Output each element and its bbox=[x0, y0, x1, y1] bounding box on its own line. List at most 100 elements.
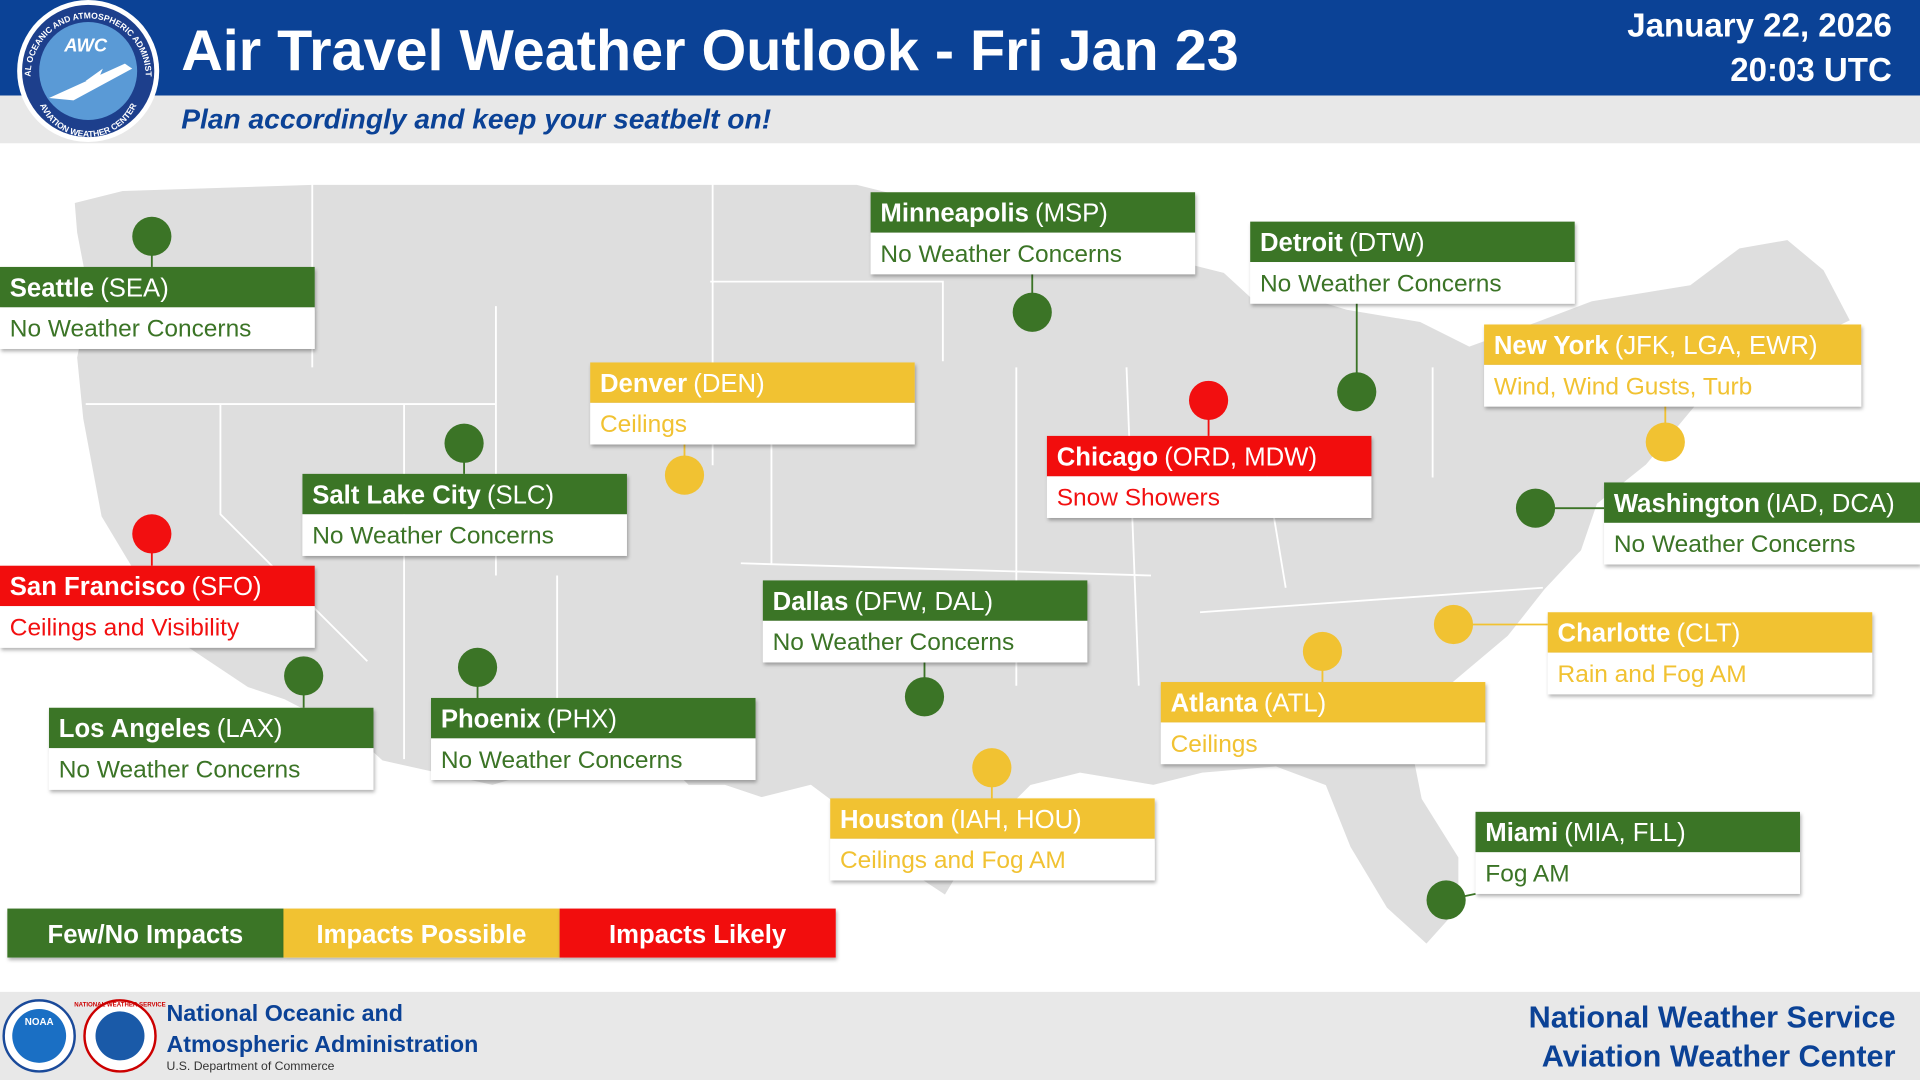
date: January 22, 2026 bbox=[1627, 8, 1892, 45]
airport-callout: Chicago (ORD, MDW) Snow Showers bbox=[1046, 380, 1372, 518]
airport-callout: Minneapolis (MSP) No Weather Concerns bbox=[870, 192, 1196, 332]
callout-header bbox=[0, 565, 315, 607]
airport-status: No Weather Concerns bbox=[59, 757, 301, 784]
callout-body bbox=[431, 738, 756, 780]
airport-label: Houston (IAH, HOU) bbox=[840, 806, 1082, 834]
airport-callout: Miami (MIA, FLL) Fog AM bbox=[1426, 811, 1800, 920]
airport-name: Denver bbox=[600, 370, 687, 398]
airport-code: (JFK, LGA, EWR) bbox=[1615, 332, 1818, 360]
airport-label: Washington (IAD, DCA) bbox=[1614, 490, 1895, 518]
airport-code: (CLT) bbox=[1677, 620, 1741, 648]
callout-body bbox=[1604, 522, 1920, 565]
airport-label: Minneapolis (MSP) bbox=[880, 200, 1107, 228]
legend-swatch bbox=[559, 908, 836, 958]
airport-marker bbox=[132, 216, 172, 256]
callout-header bbox=[590, 362, 915, 403]
airport-name: Los Angeles bbox=[59, 715, 211, 743]
callout-header bbox=[302, 473, 627, 515]
callout-body bbox=[590, 402, 915, 445]
airport-code: (SEA) bbox=[100, 274, 169, 302]
callout-header bbox=[1475, 811, 1800, 853]
airport-callout: Denver (DEN) Ceilings bbox=[590, 362, 915, 495]
legend-swatch bbox=[283, 908, 560, 958]
subtitle: Plan accordingly and keep your seatbelt … bbox=[181, 104, 771, 135]
callout-header bbox=[762, 580, 1088, 621]
airport-label: Dallas (DFW, DAL) bbox=[773, 588, 993, 616]
title: Air Travel Weather Outlook - Fri Jan 23 bbox=[181, 19, 1238, 83]
airport-marker bbox=[284, 656, 324, 696]
subtitle-bar bbox=[0, 95, 1920, 144]
airport-marker bbox=[1645, 422, 1685, 462]
airport-status: No Weather Concerns bbox=[1260, 270, 1502, 297]
noaa-logo-center bbox=[12, 1008, 67, 1063]
airport-code: (ORD, MDW) bbox=[1164, 443, 1317, 471]
awc-logo: NATIONAL OCEANIC AND ATMOSPHERIC ADMINIS… bbox=[0, 0, 160, 143]
callout-header bbox=[431, 697, 756, 739]
airport-status: Ceilings and Fog AM bbox=[840, 847, 1066, 874]
airport-label: Miami (MIA, FLL) bbox=[1485, 819, 1685, 847]
airport-marker bbox=[972, 748, 1012, 788]
airport-label: Denver (DEN) bbox=[600, 370, 765, 398]
callout-header bbox=[0, 266, 315, 308]
airport-code: (IAH, HOU) bbox=[950, 806, 1081, 834]
airport-callout: Dallas (DFW, DAL) No Weather Concerns bbox=[762, 580, 1088, 717]
time: 20:03 UTC bbox=[1730, 52, 1892, 89]
airport-status: Ceilings and Visibility bbox=[10, 615, 240, 642]
airport-code: (DTW) bbox=[1349, 229, 1425, 257]
callout-body bbox=[48, 748, 374, 790]
airport-status: No Weather Concerns bbox=[1614, 531, 1856, 558]
airport-code: (IAD, DCA) bbox=[1766, 490, 1895, 518]
legend: Few/No Impacts Impacts Possible Impacts Li… bbox=[7, 908, 836, 958]
airport-callout: New York (JFK, LGA, EWR) Wind, Wind Gusts,… bbox=[1484, 324, 1862, 462]
airport-callout: Salt Lake City (SLC) No Weather Concerns bbox=[302, 423, 627, 556]
airport-name: Detroit bbox=[1260, 229, 1343, 257]
callout-body bbox=[1046, 476, 1372, 518]
airport-code: (MIA, FLL) bbox=[1564, 819, 1685, 847]
callout-body bbox=[0, 606, 315, 648]
airport-name: Dallas bbox=[773, 588, 849, 616]
noaa-name-line2: Atmospheric Administration bbox=[167, 1031, 479, 1057]
header-bar bbox=[0, 0, 1920, 96]
airport-status: Fog AM bbox=[1485, 861, 1569, 888]
airport-callout: Seattle (SEA) No Weather Concerns bbox=[0, 216, 315, 349]
airport-status: No Weather Concerns bbox=[880, 241, 1122, 268]
callout-body bbox=[830, 838, 1155, 881]
callout-body bbox=[1250, 262, 1575, 304]
airport-marker bbox=[1337, 372, 1377, 412]
airport-name: San Francisco bbox=[10, 573, 186, 601]
noaa-name-line1: National Oceanic and bbox=[167, 1000, 403, 1026]
noaa-logo-text: NOAA bbox=[25, 1017, 54, 1028]
nws-logo: NATIONAL WEATHER SERVICE bbox=[74, 999, 166, 1073]
callout-body bbox=[1475, 852, 1800, 894]
airport-callout: Charlotte (CLT) Rain and Fog AM bbox=[1433, 604, 1873, 695]
airport-callout: San Francisco (SFO) Ceilings and Visibilit… bbox=[0, 514, 315, 648]
airport-label: Chicago (ORD, MDW) bbox=[1057, 443, 1317, 471]
airport-label: Phoenix (PHX) bbox=[441, 705, 617, 733]
airport-marker bbox=[904, 677, 945, 717]
airport-status: No Weather Concerns bbox=[312, 523, 554, 550]
airport-status: Ceilings bbox=[600, 411, 687, 438]
callout-header bbox=[1160, 682, 1486, 723]
callout-header bbox=[1250, 221, 1575, 263]
airport-marker bbox=[1433, 604, 1474, 645]
callout-header bbox=[1484, 324, 1862, 365]
airport-callout: Houston (IAH, HOU) Ceilings and Fog AM bbox=[830, 748, 1155, 881]
airport-marker bbox=[444, 423, 484, 463]
callout-body bbox=[870, 232, 1196, 275]
awc-name: Aviation Weather Center bbox=[1542, 1040, 1896, 1074]
airport-label: Detroit (DTW) bbox=[1260, 229, 1425, 257]
logo-abbr: AWC bbox=[63, 34, 108, 55]
callout-header bbox=[830, 798, 1155, 839]
airport-label: San Francisco (SFO) bbox=[10, 573, 262, 601]
airport-status: No Weather Concerns bbox=[10, 316, 252, 343]
noaa-logo: NOAA bbox=[2, 999, 76, 1073]
airport-label: Los Angeles (LAX) bbox=[59, 715, 283, 743]
callout-body bbox=[302, 514, 627, 556]
airport-marker bbox=[1012, 292, 1052, 332]
logo-plane bbox=[48, 63, 133, 101]
airport-code: (SLC) bbox=[487, 481, 554, 509]
airport-marker bbox=[1426, 880, 1466, 920]
callout-header bbox=[1547, 612, 1873, 653]
callout-header bbox=[1604, 482, 1920, 523]
